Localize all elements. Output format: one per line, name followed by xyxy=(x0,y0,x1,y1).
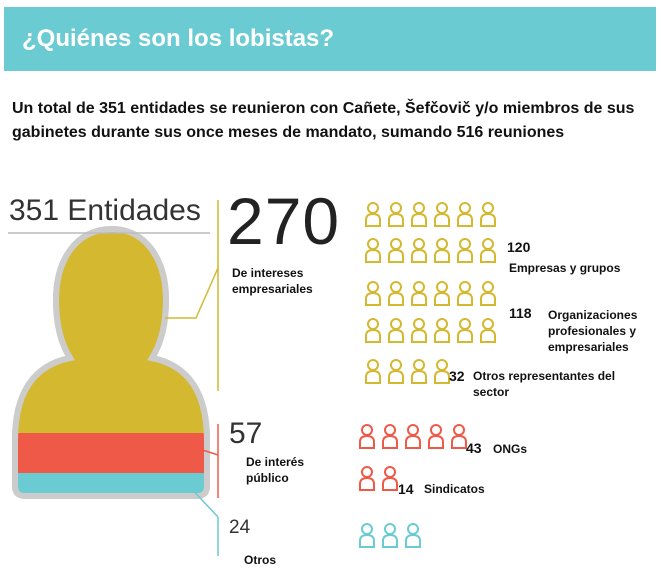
person-icon xyxy=(382,424,398,449)
person-icon xyxy=(480,281,496,306)
public-connector xyxy=(171,424,219,498)
public-interest-label: De interés público xyxy=(246,455,305,485)
person-icon xyxy=(405,523,421,548)
person-icon xyxy=(428,424,444,449)
person-icon xyxy=(359,466,375,491)
total-entities-label: 351 Entidades xyxy=(9,194,201,227)
person-icon xyxy=(411,359,427,384)
person-icon xyxy=(365,238,381,263)
person-icon xyxy=(365,281,381,306)
public-interest-count: 57 xyxy=(229,417,263,450)
person-icon xyxy=(411,202,427,227)
person-icon xyxy=(382,466,398,491)
other-connector xyxy=(185,482,219,556)
other-segment xyxy=(15,473,207,496)
unions-count: 14 xyxy=(398,481,414,497)
ngo-count: 43 xyxy=(466,440,482,456)
big-person-icon xyxy=(12,225,210,499)
business-count: 270 xyxy=(227,184,341,258)
person-icon xyxy=(411,318,427,343)
public-icon-grid xyxy=(359,424,467,491)
person-icon xyxy=(434,202,450,227)
person-icon xyxy=(434,281,450,306)
companies-count: 120 xyxy=(507,239,531,255)
person-icon xyxy=(480,318,496,343)
other-count: 24 xyxy=(229,517,251,538)
person-icon xyxy=(434,359,450,384)
page-title: ¿Quiénes son los lobistas? xyxy=(22,25,335,52)
business-icon-grid xyxy=(365,202,496,384)
professional-orgs-count: 118 xyxy=(509,305,532,321)
sector-others-label: Otros representantes del sector xyxy=(473,369,616,399)
title-banner: ¿Quiénes son los lobistas? xyxy=(4,7,656,71)
person-icon xyxy=(388,359,404,384)
person-icon xyxy=(359,424,375,449)
person-icon xyxy=(388,238,404,263)
page-subtitle: Un total de 351 entidades se reunieron c… xyxy=(12,100,635,141)
person-icon xyxy=(382,523,398,548)
person-icon xyxy=(457,281,473,306)
other-icon-grid xyxy=(359,523,421,548)
person-icon xyxy=(388,202,404,227)
person-icon xyxy=(365,318,381,343)
business-label: De intereses empresariales xyxy=(232,266,313,296)
person-icon xyxy=(457,318,473,343)
person-icon xyxy=(365,359,381,384)
person-icon xyxy=(480,238,496,263)
person-icon xyxy=(405,424,421,449)
person-icon xyxy=(359,523,375,548)
person-icon xyxy=(451,424,467,449)
companies-label: Empresas y grupos xyxy=(509,261,621,275)
person-icon xyxy=(388,281,404,306)
person-icon xyxy=(480,202,496,227)
person-icon xyxy=(457,202,473,227)
other-label: Otros xyxy=(244,553,277,567)
sector-others-count: 32 xyxy=(449,368,465,384)
person-icon xyxy=(388,318,404,343)
person-icon xyxy=(434,238,450,263)
public-interest-segment xyxy=(15,433,207,473)
person-icon xyxy=(365,202,381,227)
person-icon xyxy=(434,318,450,343)
business-connector xyxy=(165,200,219,391)
person-icon xyxy=(457,238,473,263)
person-icon xyxy=(411,238,427,263)
professional-orgs-label: Organizaciones profesionales y empresari… xyxy=(548,308,638,354)
ngo-label: ONGs xyxy=(493,442,528,456)
person-icon xyxy=(411,281,427,306)
unions-label: Sindicatos xyxy=(424,482,485,496)
